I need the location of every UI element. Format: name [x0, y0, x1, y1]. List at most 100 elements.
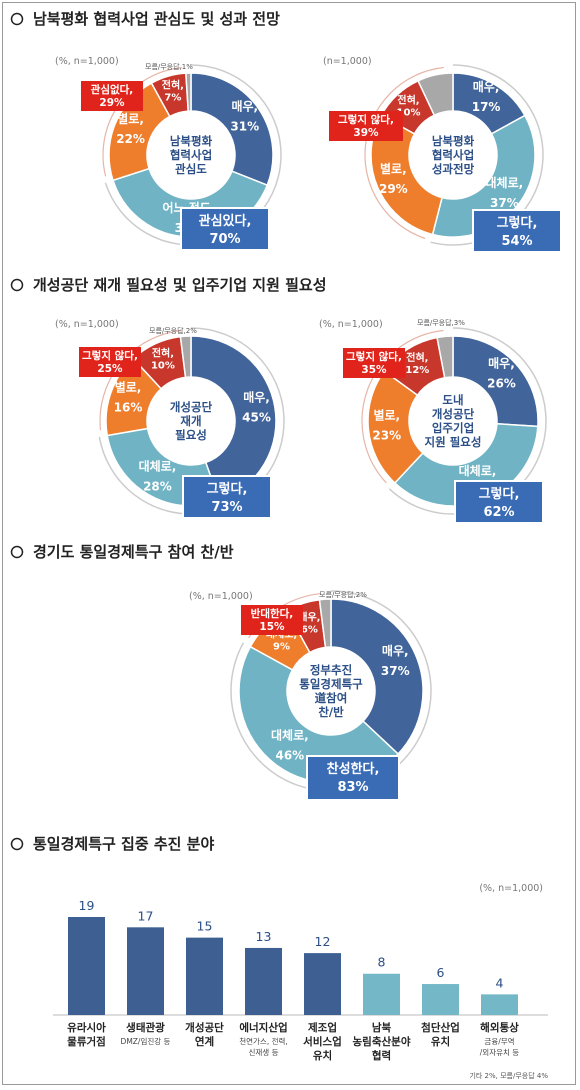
- bar-category-sublabel: 천연가스, 전력,: [239, 1036, 288, 1046]
- slice-value: 23%: [372, 428, 401, 442]
- slice-value: 37%: [381, 664, 410, 678]
- slice-value: 26%: [487, 376, 516, 390]
- pie-slice: [452, 335, 539, 428]
- center-label: 입주기업: [432, 421, 474, 435]
- negative-total-label: 그렇지 않다,: [338, 113, 394, 126]
- slice-label: 별로,: [117, 111, 144, 126]
- chart-note: (%, n=1,000): [55, 56, 119, 67]
- donut-center: [288, 648, 374, 734]
- pie-slice: [330, 598, 424, 756]
- small-label-nonresponse: 모름/무응답,3%: [417, 318, 465, 327]
- positive-total-label: 그렇다,: [497, 215, 538, 231]
- bar: [422, 984, 459, 1015]
- bar-category-label: 첨단산업: [421, 1021, 460, 1034]
- chart-note: (n=1,000): [323, 56, 372, 67]
- section-title-1: 남북평화 협력사업 관심도 및 성과 전망: [10, 10, 280, 28]
- center-label: 개성공단: [170, 400, 213, 414]
- negative-total-label: 관심없다,: [91, 83, 134, 96]
- positive-total-value: 83%: [337, 780, 368, 795]
- positive-total-box: [454, 480, 544, 524]
- negative-total-box: [79, 347, 141, 377]
- center-label: 도내: [442, 393, 463, 407]
- bar-value-label: 6: [437, 965, 445, 980]
- slice-value: 12%: [405, 365, 429, 376]
- bar-category-label: 생태관광: [126, 1021, 165, 1034]
- positive-total-value: 73%: [211, 500, 242, 515]
- donut-center: [410, 378, 496, 464]
- pie-slice: [318, 598, 332, 649]
- slice-label: 전혀,: [162, 79, 184, 92]
- negative-total-value: 29%: [99, 97, 125, 109]
- bar-category-label: 유치: [313, 1049, 332, 1062]
- center-label: 찬/반: [318, 705, 344, 719]
- bar-category-label: 서비스업: [303, 1035, 342, 1048]
- chart-note: (%, n=1,000): [189, 591, 253, 602]
- bar-value-label: 13: [256, 929, 272, 944]
- bar-value-label: 8: [378, 955, 386, 970]
- center-label: 道참여: [315, 691, 348, 705]
- circle-bullet-icon: [10, 12, 24, 26]
- outer-guide-arc: [388, 327, 547, 515]
- bar-category-label: 협력: [372, 1049, 391, 1062]
- negative-total-label: 그렇지 않다,: [346, 350, 402, 363]
- outer-guide-arc-negative: [364, 66, 444, 240]
- bar-category-label: 해외통상: [480, 1021, 519, 1034]
- negative-total-value: 25%: [97, 363, 123, 375]
- center-label: 협력사업: [432, 148, 474, 162]
- section-title-2: 개성공단 재개 필요성 및 입주기업 지원 필요성: [10, 276, 327, 294]
- infographic-canvas: 남북평화 협력사업 관심도 및 성과 전망 개성공단 재개 필요성 및 입주기업…: [10, 10, 562, 1080]
- bar: [304, 953, 341, 1015]
- bar-category-sublabel: DMZ/임진강 등: [121, 1036, 171, 1046]
- pie-chart-special-zone: 매우,37%대체로,46%대체로,9%매우,6%정부추진통일경제특구道참여찬/반…: [189, 590, 432, 801]
- slice-label: 매우,: [473, 79, 500, 94]
- slice-value: 28%: [143, 479, 172, 493]
- slice-value: 45%: [242, 411, 271, 425]
- negative-total-box: [81, 81, 143, 111]
- pie-slice: [417, 72, 454, 117]
- chart-note: (%, n=1,000): [55, 319, 119, 330]
- slice-value: 17%: [472, 100, 501, 114]
- center-label: 관심도: [175, 162, 207, 176]
- small-label-nonresponse: 모름/무응답,2%: [319, 590, 367, 599]
- small-label-nonresponse: 모름/무응답,1%: [145, 62, 193, 71]
- center-label: 통일경제특구: [299, 677, 363, 691]
- slice-label: 대체로,: [459, 463, 497, 478]
- center-label: 협력사업: [170, 148, 212, 162]
- negative-total-box: [329, 111, 403, 141]
- bar-value-label: 17: [138, 908, 154, 923]
- bar: [481, 994, 518, 1015]
- bar-category-sublabel: 신재생 등: [249, 1047, 279, 1057]
- slice-value: 10%: [397, 108, 421, 119]
- slice-label: 대체로,: [486, 175, 524, 190]
- slice-value: 9%: [273, 642, 290, 653]
- positive-total-label: 찬성한다,: [327, 761, 380, 777]
- negative-total-value: 15%: [259, 621, 285, 633]
- slice-value: 46%: [275, 749, 304, 763]
- pie-slice: [431, 114, 536, 238]
- bar-category-label: 에너지산업: [239, 1021, 287, 1034]
- bar-category-label: 농림축산분야: [353, 1035, 411, 1048]
- positive-total-box: [306, 755, 400, 801]
- positive-total-box: [182, 475, 272, 519]
- donut-center: [148, 112, 234, 198]
- bar-category-sublabel: 금융/무역: [484, 1036, 514, 1046]
- negative-total-label: 반대한다,: [251, 607, 294, 620]
- slice-value: 6%: [301, 624, 318, 635]
- slice-value: 7%: [164, 93, 181, 104]
- section-title-text: 개성공단 재개 필요성 및 입주기업 지원 필요성: [33, 276, 327, 294]
- center-label: 재개: [180, 414, 201, 428]
- bar-category-label: 유치: [431, 1035, 450, 1048]
- section-title-text: 경기도 통일경제특구 참여 찬/반: [33, 543, 234, 561]
- outer-guide-arc-negative: [361, 329, 444, 484]
- center-label: 성과전망: [432, 162, 475, 176]
- pie-slice: [190, 72, 274, 187]
- pie-slice: [436, 335, 454, 379]
- negative-total-box: [241, 605, 303, 635]
- donut-center: [410, 112, 496, 198]
- positive-total-label: 그렇다,: [207, 481, 248, 497]
- positive-total-box: [472, 209, 562, 253]
- bar-category-label: 연계: [195, 1035, 214, 1048]
